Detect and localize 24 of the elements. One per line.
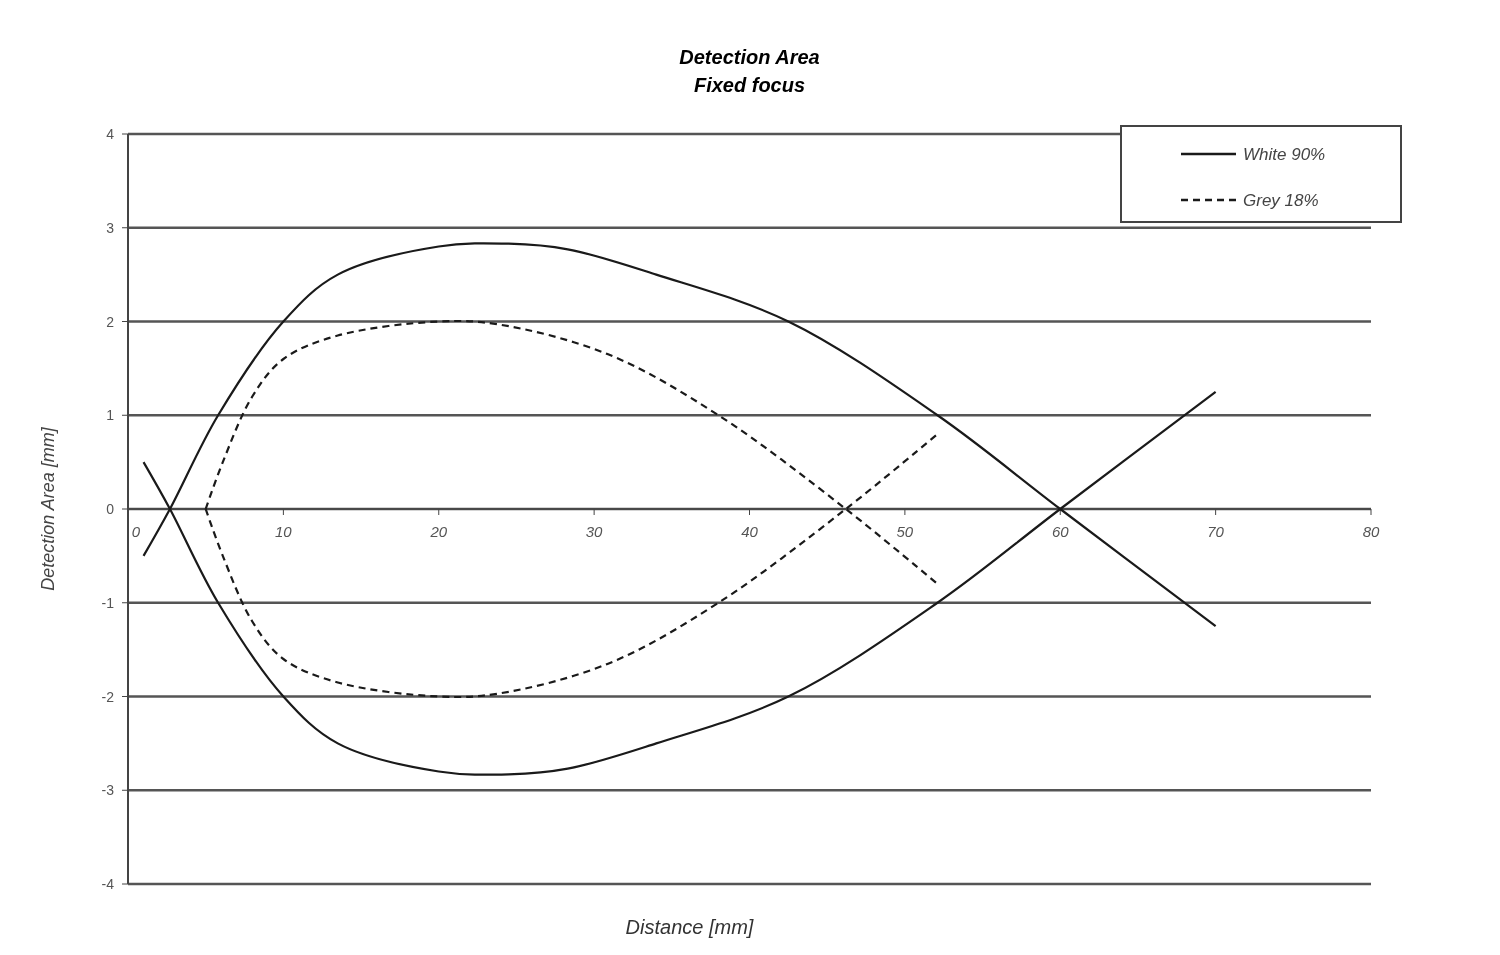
y-tick-label: -1: [101, 594, 115, 611]
y-tick-label: -3: [101, 782, 115, 799]
x-tick-label: 70: [1207, 523, 1225, 540]
x-tick-label: 50: [896, 523, 914, 540]
x-tick-label: 60: [1051, 523, 1070, 540]
y-axis-title: Detection Area [mm]: [38, 426, 58, 591]
y-tick-label: -4: [101, 876, 115, 892]
x-axis-title: Distance [mm]: [625, 916, 754, 938]
x-tick-label: 10: [275, 523, 293, 540]
legend-label: Grey 18%: [1243, 191, 1319, 210]
x-tick-label: 0: [131, 523, 141, 540]
x-tick-label: 20: [429, 523, 448, 540]
x-tick-label: 80: [1362, 523, 1380, 540]
x-tick-label: 40: [741, 523, 759, 540]
chart-subtitle: Fixed focus: [693, 74, 806, 96]
y-tick-label: 2: [106, 313, 115, 330]
y-tick-label: 3: [106, 219, 115, 236]
y-tick-label: -2: [101, 688, 115, 705]
y-tick-label: 0: [106, 501, 115, 517]
legend-label: White 90%: [1243, 145, 1326, 164]
y-tick-label: 1: [106, 407, 115, 424]
y-tick-label: 4: [106, 126, 115, 142]
x-tick-label: 30: [585, 523, 604, 540]
chart-title: Detection Area: [679, 46, 820, 68]
